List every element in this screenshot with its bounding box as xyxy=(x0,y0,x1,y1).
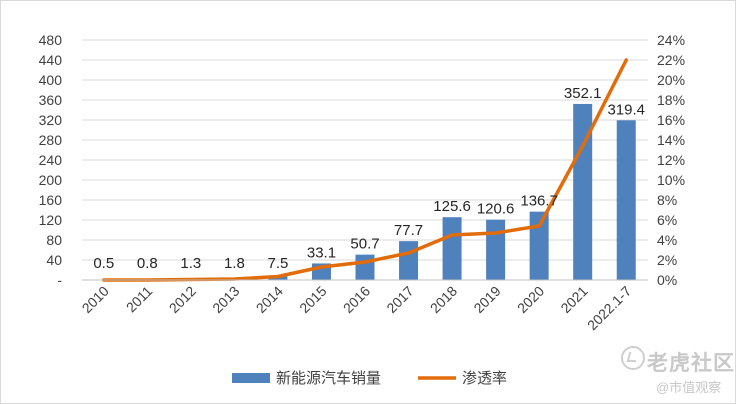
right-tick-label: 24% xyxy=(657,32,685,48)
x-tick-label: 2018 xyxy=(427,283,460,316)
x-tick-label: 2020 xyxy=(514,283,547,316)
bar-data-label: 319.4 xyxy=(607,101,645,118)
bar-data-label: 1.8 xyxy=(224,255,245,272)
bar-data-label: 136.7 xyxy=(520,193,558,210)
right-tick-label: 22% xyxy=(657,52,685,68)
sales-bar xyxy=(399,241,419,280)
watermark-brand: 老虎社区 xyxy=(647,352,735,375)
bar-data-label: 120.6 xyxy=(477,201,515,218)
left-tick-label: - xyxy=(57,272,62,288)
sales-bar xyxy=(442,217,462,280)
right-tick-label: 6% xyxy=(657,212,677,228)
bar-data-label: 1.3 xyxy=(180,255,201,272)
bar-data-label: 0.8 xyxy=(137,255,158,272)
bar-data-label: 33.1 xyxy=(307,244,336,261)
right-tick-label: 2% xyxy=(657,252,677,268)
x-tick-label: 2019 xyxy=(470,283,503,316)
left-tick-label: 240 xyxy=(39,152,63,168)
bar-data-label: 50.7 xyxy=(350,236,379,253)
sales-bar xyxy=(355,254,375,280)
right-tick-label: 18% xyxy=(657,92,685,108)
left-tick-label: 120 xyxy=(39,212,63,228)
x-tick-label: 2021 xyxy=(557,283,590,316)
right-tick-label: 20% xyxy=(657,72,685,88)
right-tick-label: 12% xyxy=(657,152,685,168)
legend-label-sales: 新能源汽车销量 xyxy=(276,370,381,387)
x-tick-label: 2014 xyxy=(253,283,286,316)
x-tick-label: 2022.1-7 xyxy=(584,283,635,334)
legend-label-penetration: 渗透率 xyxy=(462,370,507,387)
right-tick-label: 16% xyxy=(657,112,685,128)
watermark-author: @市值观察 xyxy=(656,380,722,395)
watermark-logo-icon xyxy=(621,346,645,370)
sales-bar xyxy=(529,211,549,280)
left-tick-label: 160 xyxy=(39,192,63,208)
left-tick-label: 360 xyxy=(39,92,63,108)
right-tick-label: 0% xyxy=(657,272,677,288)
x-tick-label: 2015 xyxy=(296,283,329,316)
legend-swatch-sales xyxy=(232,373,270,383)
left-tick-label: 400 xyxy=(39,72,63,88)
bar-data-label: 7.5 xyxy=(267,255,288,272)
x-tick-label: 2016 xyxy=(340,283,373,316)
bar-data-label: 0.5 xyxy=(93,255,114,272)
x-tick-label: 2011 xyxy=(123,283,156,316)
left-tick-label: 480 xyxy=(39,32,63,48)
right-tick-label: 4% xyxy=(657,232,677,248)
left-tick-label: 80 xyxy=(46,232,62,248)
right-tick-label: 8% xyxy=(657,192,677,208)
left-tick-label: 320 xyxy=(39,112,63,128)
left-tick-label: 280 xyxy=(39,132,63,148)
left-tick-label: 200 xyxy=(39,172,63,188)
bar-data-label: 352.1 xyxy=(564,85,602,102)
bar-data-label: 77.7 xyxy=(394,222,423,239)
sales-bar xyxy=(486,219,506,280)
right-tick-label: 14% xyxy=(657,132,685,148)
x-tick-label: 2017 xyxy=(383,283,416,316)
x-tick-label: 2010 xyxy=(79,283,112,316)
left-tick-label: 40 xyxy=(46,252,62,268)
x-tick-label: 2012 xyxy=(166,283,199,316)
sales-bar xyxy=(573,103,593,280)
x-tick-label: 2013 xyxy=(209,283,242,316)
right-tick-label: 10% xyxy=(657,172,685,188)
left-tick-label: 440 xyxy=(39,52,63,68)
sales-bar xyxy=(616,120,636,280)
bar-data-label: 125.6 xyxy=(433,198,471,215)
